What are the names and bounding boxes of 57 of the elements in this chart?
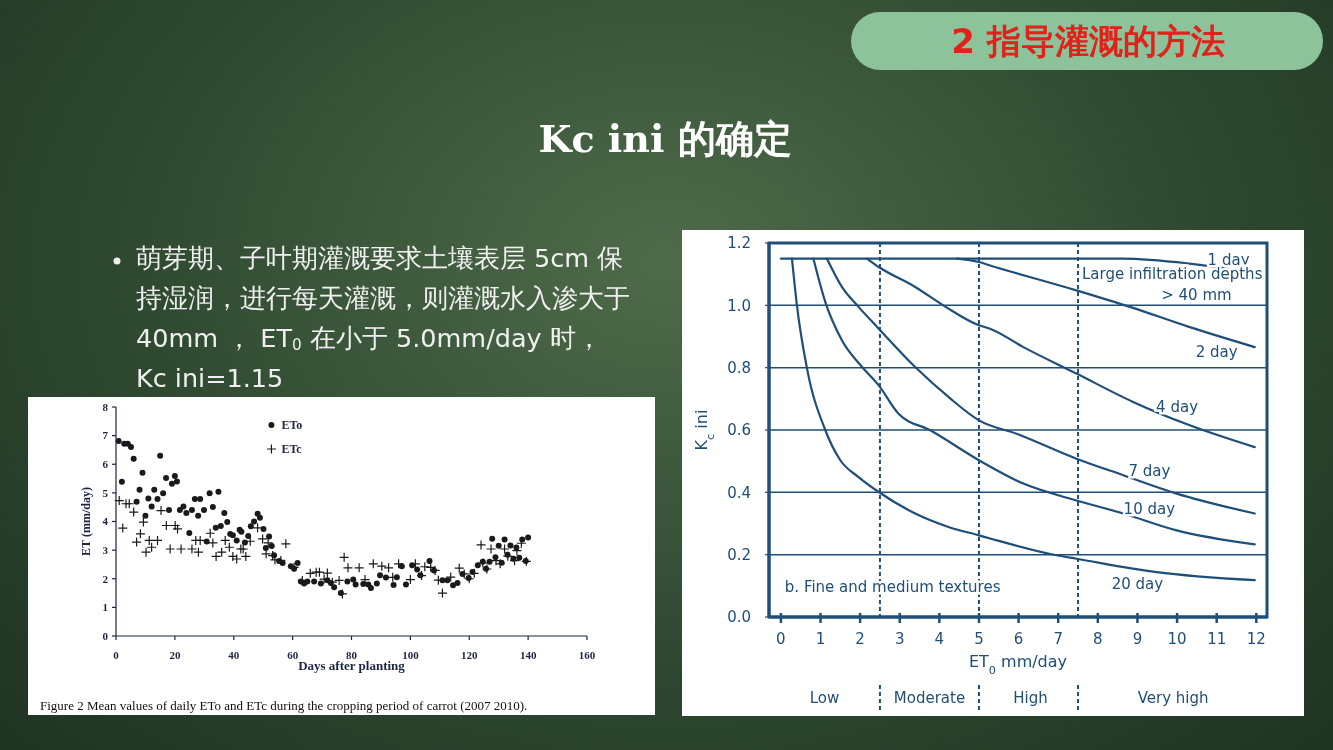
y-tick-label: 0.6 [727, 421, 751, 440]
y-tick-label: 4 [102, 515, 109, 528]
x-tick-label: 0 [776, 630, 786, 648]
y-tick-label: 5 [102, 486, 109, 499]
x-tick-label: 9 [1132, 630, 1143, 648]
y-tick-label: 0.0 [727, 608, 751, 627]
text: Low [809, 689, 840, 707]
x-tick-label: 60 [287, 649, 299, 661]
y-tick-label: 1 [102, 601, 108, 614]
x-tick-label: 10 [1167, 630, 1187, 648]
y-tick-label: 2 [102, 572, 109, 585]
text: High [1013, 689, 1048, 707]
y-tick-label: 0.2 [727, 545, 751, 564]
y-tick-label: 3 [102, 543, 109, 556]
caption: Figure 2 Mean values of daily ETo and ETc during the cropping period of carrot (2007 2010). [40, 698, 528, 713]
y-tick-label: 1.0 [727, 296, 751, 315]
x-tick-label: 4 [934, 630, 945, 648]
y-tick-label: 1.2 [727, 234, 751, 253]
y-tick-label: 7 [102, 429, 109, 442]
x-tick-label: 100 [402, 649, 420, 661]
x-tick-label: 8 [1093, 630, 1103, 648]
y-tick-label: 8 [102, 400, 109, 413]
text: Very high [1137, 689, 1209, 707]
x-tick-label: 40 [228, 649, 240, 661]
x-tick-label: 0 [113, 649, 120, 661]
text: Moderate [893, 689, 966, 707]
legend-label: ETc [281, 442, 303, 457]
x-tick-label: 160 [578, 649, 596, 661]
x-tick-label: 7 [1053, 630, 1063, 648]
text: 2 指导灌溉的方法 [951, 21, 1225, 61]
text: 萌芽期、子叶期灌溉要求土壤表层 5cm 保持湿润，进行每天灌溉，则灌溉水入渗大于 40mm ， ET$_{0}$ 在小于 5.0mm/day 时， Kc ini=1.15 [136, 242, 631, 395]
annotation: b. Fine and medium textures [784, 578, 1001, 597]
x-tick-label: 11 [1207, 630, 1227, 648]
x-tick-label: 20 [169, 649, 181, 661]
y-tick-label: 0.8 [727, 358, 751, 377]
series-label: 7 day [1128, 462, 1171, 481]
series-label: 4 day [1156, 398, 1199, 417]
x-tick-label: 5 [974, 630, 984, 648]
x-tick-label: 3 [894, 630, 905, 648]
x-tick-label: 6 [1013, 630, 1024, 648]
x-axis-title: ET$_{0}$ mm/day [968, 652, 1068, 677]
annotation: > 40 mm [1161, 286, 1232, 305]
y-axis-title: ET (mm/day) [79, 487, 93, 556]
x-tick-label: 140 [519, 649, 537, 661]
x-tick-label: 80 [346, 649, 358, 661]
x-tick-label: 12 [1246, 630, 1266, 648]
x-axis-title: Days after planting [298, 658, 406, 673]
y-tick-label: 0.4 [727, 483, 751, 502]
series-label: 10 day [1123, 499, 1176, 518]
text: Kc ini 的确定 [538, 116, 792, 161]
series-label: 2 day [1195, 343, 1238, 362]
x-tick-label: 2 [855, 630, 865, 648]
series-label: 20 day [1111, 574, 1164, 593]
x-tick-label: 120 [461, 649, 478, 661]
y-tick-label: 6 [102, 458, 109, 471]
legend-label: ETo [281, 418, 303, 433]
x-tick-label: 1 [815, 630, 826, 648]
